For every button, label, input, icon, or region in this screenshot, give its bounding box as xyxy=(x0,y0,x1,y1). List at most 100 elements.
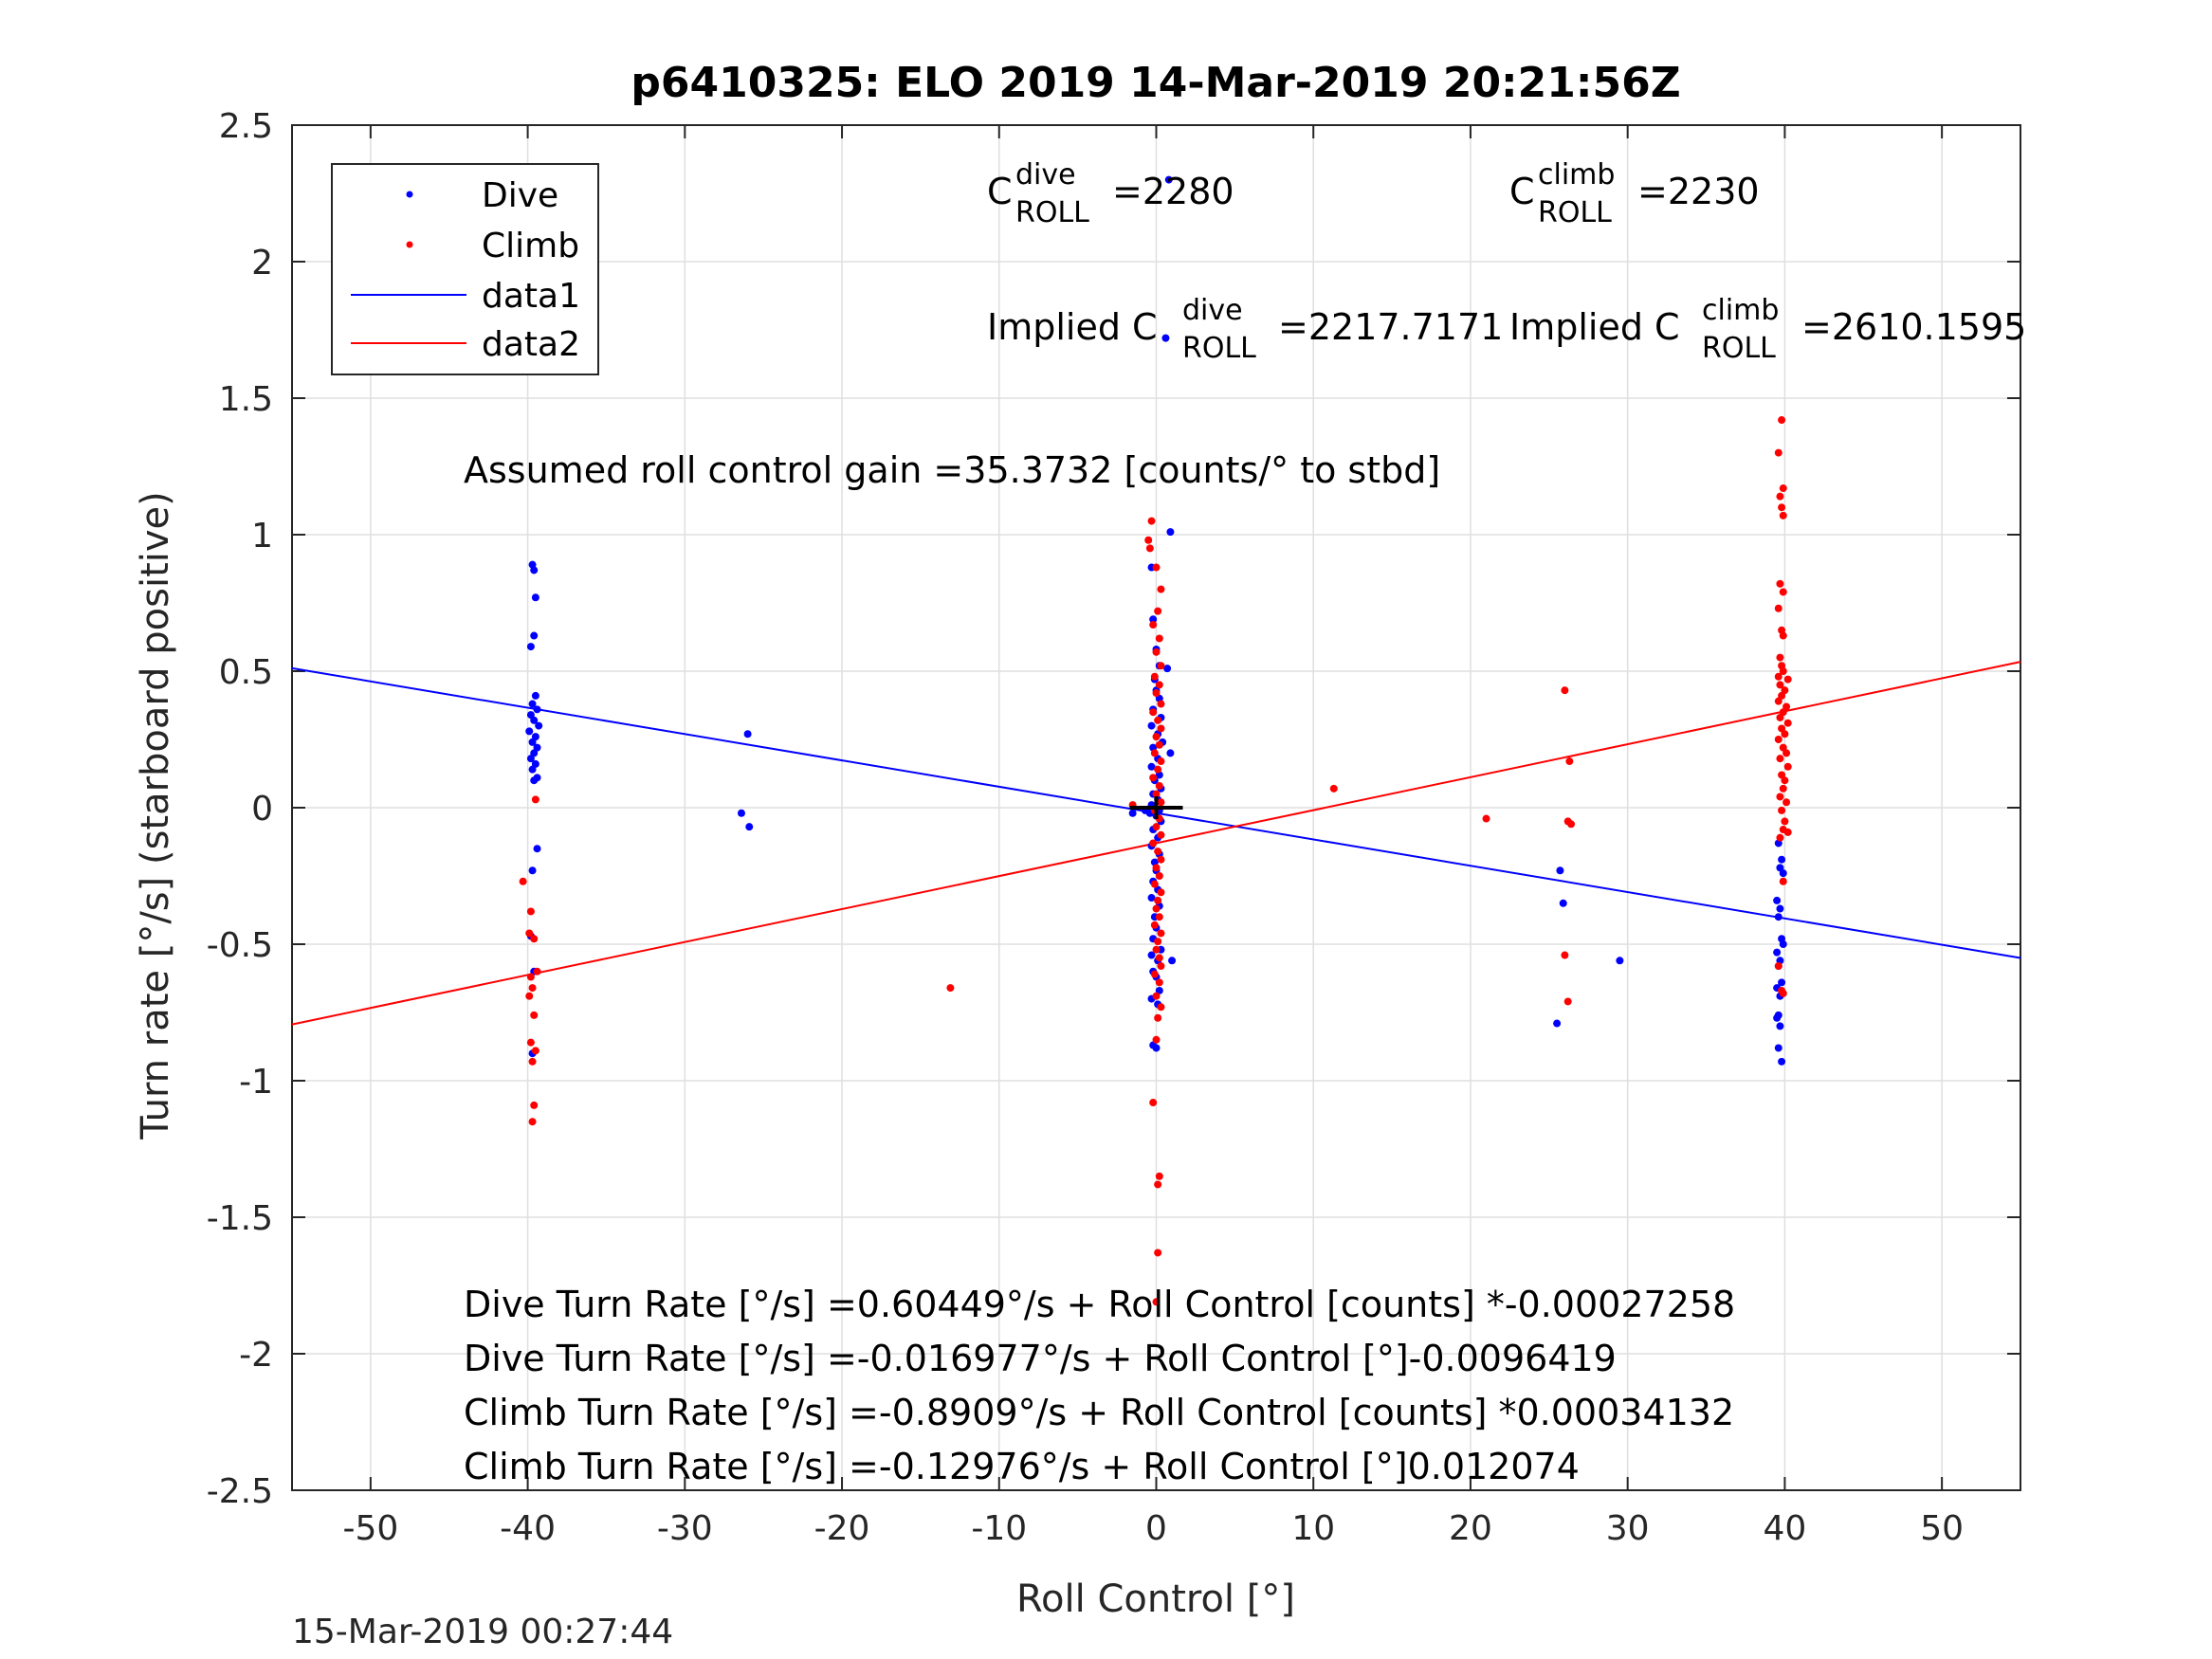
legend: Dive Climb data1 data2 xyxy=(331,163,599,375)
point-climb xyxy=(1776,755,1784,763)
point-climb xyxy=(1783,762,1792,771)
point-climb xyxy=(1776,492,1784,501)
point-dive xyxy=(745,823,754,831)
point-climb xyxy=(1152,823,1161,831)
point-climb xyxy=(1778,503,1786,512)
point-dive xyxy=(1556,866,1564,875)
point-climb xyxy=(1157,830,1165,839)
x-tick-label: -20 xyxy=(814,1509,870,1548)
y-tick-label: 2 xyxy=(251,244,273,283)
point-dive xyxy=(528,700,537,708)
point-dive xyxy=(1559,899,1567,907)
x-tick-label: 50 xyxy=(1920,1509,1964,1548)
point-climb xyxy=(1155,634,1163,643)
point-climb xyxy=(1150,921,1159,929)
point-dive xyxy=(1161,334,1170,342)
x-axis-label: Roll Control [°] xyxy=(1016,1577,1295,1621)
annotation-fit-2: Dive Turn Rate [°/s] =-0.016977°/s + Rol… xyxy=(464,1338,1617,1379)
point-dive xyxy=(1778,1057,1786,1066)
point-climb xyxy=(531,1047,539,1055)
point-dive xyxy=(737,809,745,817)
point-climb xyxy=(1154,848,1162,856)
point-climb xyxy=(530,1011,539,1019)
point-climb xyxy=(1567,820,1576,829)
point-climb xyxy=(1783,675,1792,684)
point-dive xyxy=(1773,1013,1782,1022)
point-climb xyxy=(1152,563,1161,572)
tick-labels: -50 -40 -30 -20 -10 0 10 20 30 40 50-2.5-2-1.5-1-0… xyxy=(207,107,1964,1548)
point-climb xyxy=(530,1101,539,1109)
point-dive xyxy=(1166,749,1175,757)
point-dive xyxy=(531,691,539,700)
point-dive xyxy=(526,643,535,651)
annotation-fit-3: Climb Turn Rate [°/s] =-0.8909°/s + Roll… xyxy=(464,1392,1734,1433)
point-climb xyxy=(1783,719,1792,727)
implied-dive-sup: dive xyxy=(1182,294,1243,327)
point-climb xyxy=(1154,765,1162,774)
point-climb xyxy=(1155,872,1163,880)
c-climb-value: =2230 xyxy=(1637,171,1760,212)
point-climb xyxy=(1782,749,1791,757)
point-climb xyxy=(1154,1180,1162,1189)
point-dive xyxy=(1147,894,1156,902)
annotation-implied-climb: Implied C climb ROLL =2610.1595 xyxy=(1509,294,2026,365)
point-climb xyxy=(1150,970,1159,978)
point-climb xyxy=(1783,828,1792,836)
legend-data1-label: data1 xyxy=(482,277,580,316)
point-climb xyxy=(1157,855,1165,864)
point-climb xyxy=(528,1057,537,1066)
y-axis-label: Turn rate [°/s] (starboard positive) xyxy=(134,491,177,1140)
origin-marker xyxy=(1129,796,1183,819)
point-climb xyxy=(1774,962,1782,971)
point-climb xyxy=(1778,416,1786,425)
point-climb xyxy=(526,1038,535,1047)
point-climb xyxy=(1155,740,1163,749)
scatter-points xyxy=(519,175,1792,1306)
x-tick-label: 10 xyxy=(1291,1509,1335,1548)
point-climb xyxy=(530,935,539,943)
x-tick-label: -50 xyxy=(342,1509,398,1548)
point-climb xyxy=(1155,1172,1163,1180)
point-climb xyxy=(531,795,539,804)
point-climb xyxy=(1779,484,1787,493)
x-tick-label: 30 xyxy=(1606,1509,1650,1548)
point-dive xyxy=(1166,528,1175,537)
annotation-gain: Assumed roll control gain =35.3732 [coun… xyxy=(464,449,1440,491)
point-climb xyxy=(1157,1003,1165,1012)
point-climb xyxy=(1157,962,1165,971)
point-climb xyxy=(1149,1099,1158,1107)
point-dive xyxy=(1168,957,1177,965)
implied-climb-sup: climb xyxy=(1702,294,1779,327)
implied-dive-base: Implied C xyxy=(987,306,1158,348)
y-tick-label: 0 xyxy=(251,790,273,829)
point-climb xyxy=(1781,776,1789,785)
point-dive xyxy=(1778,978,1786,987)
point-climb xyxy=(1154,1013,1162,1022)
point-climb xyxy=(1155,954,1163,962)
point-climb xyxy=(1329,784,1338,793)
legend-box xyxy=(331,163,599,375)
point-dive xyxy=(530,776,539,785)
point-dive xyxy=(1147,951,1156,959)
point-dive xyxy=(528,765,537,774)
point-climb xyxy=(1779,667,1787,675)
x-tick-label: -40 xyxy=(500,1509,556,1548)
point-climb xyxy=(1149,708,1158,717)
point-climb xyxy=(1152,790,1161,798)
point-climb xyxy=(528,1118,537,1126)
y-tick-label: -2 xyxy=(239,1336,273,1375)
point-dive xyxy=(1779,940,1787,948)
c-dive-base: C xyxy=(987,171,1013,212)
point-climb xyxy=(1152,1035,1161,1044)
point-dive xyxy=(1128,809,1137,817)
point-dive xyxy=(1616,957,1624,965)
point-climb xyxy=(1779,784,1787,793)
y-tick-label: -2.5 xyxy=(207,1472,273,1511)
point-climb xyxy=(1482,814,1490,823)
point-climb xyxy=(946,984,955,993)
point-climb xyxy=(1774,736,1782,743)
point-climb xyxy=(1157,929,1165,938)
point-dive xyxy=(1163,665,1172,673)
point-climb xyxy=(1561,951,1569,959)
point-climb xyxy=(1155,913,1163,921)
